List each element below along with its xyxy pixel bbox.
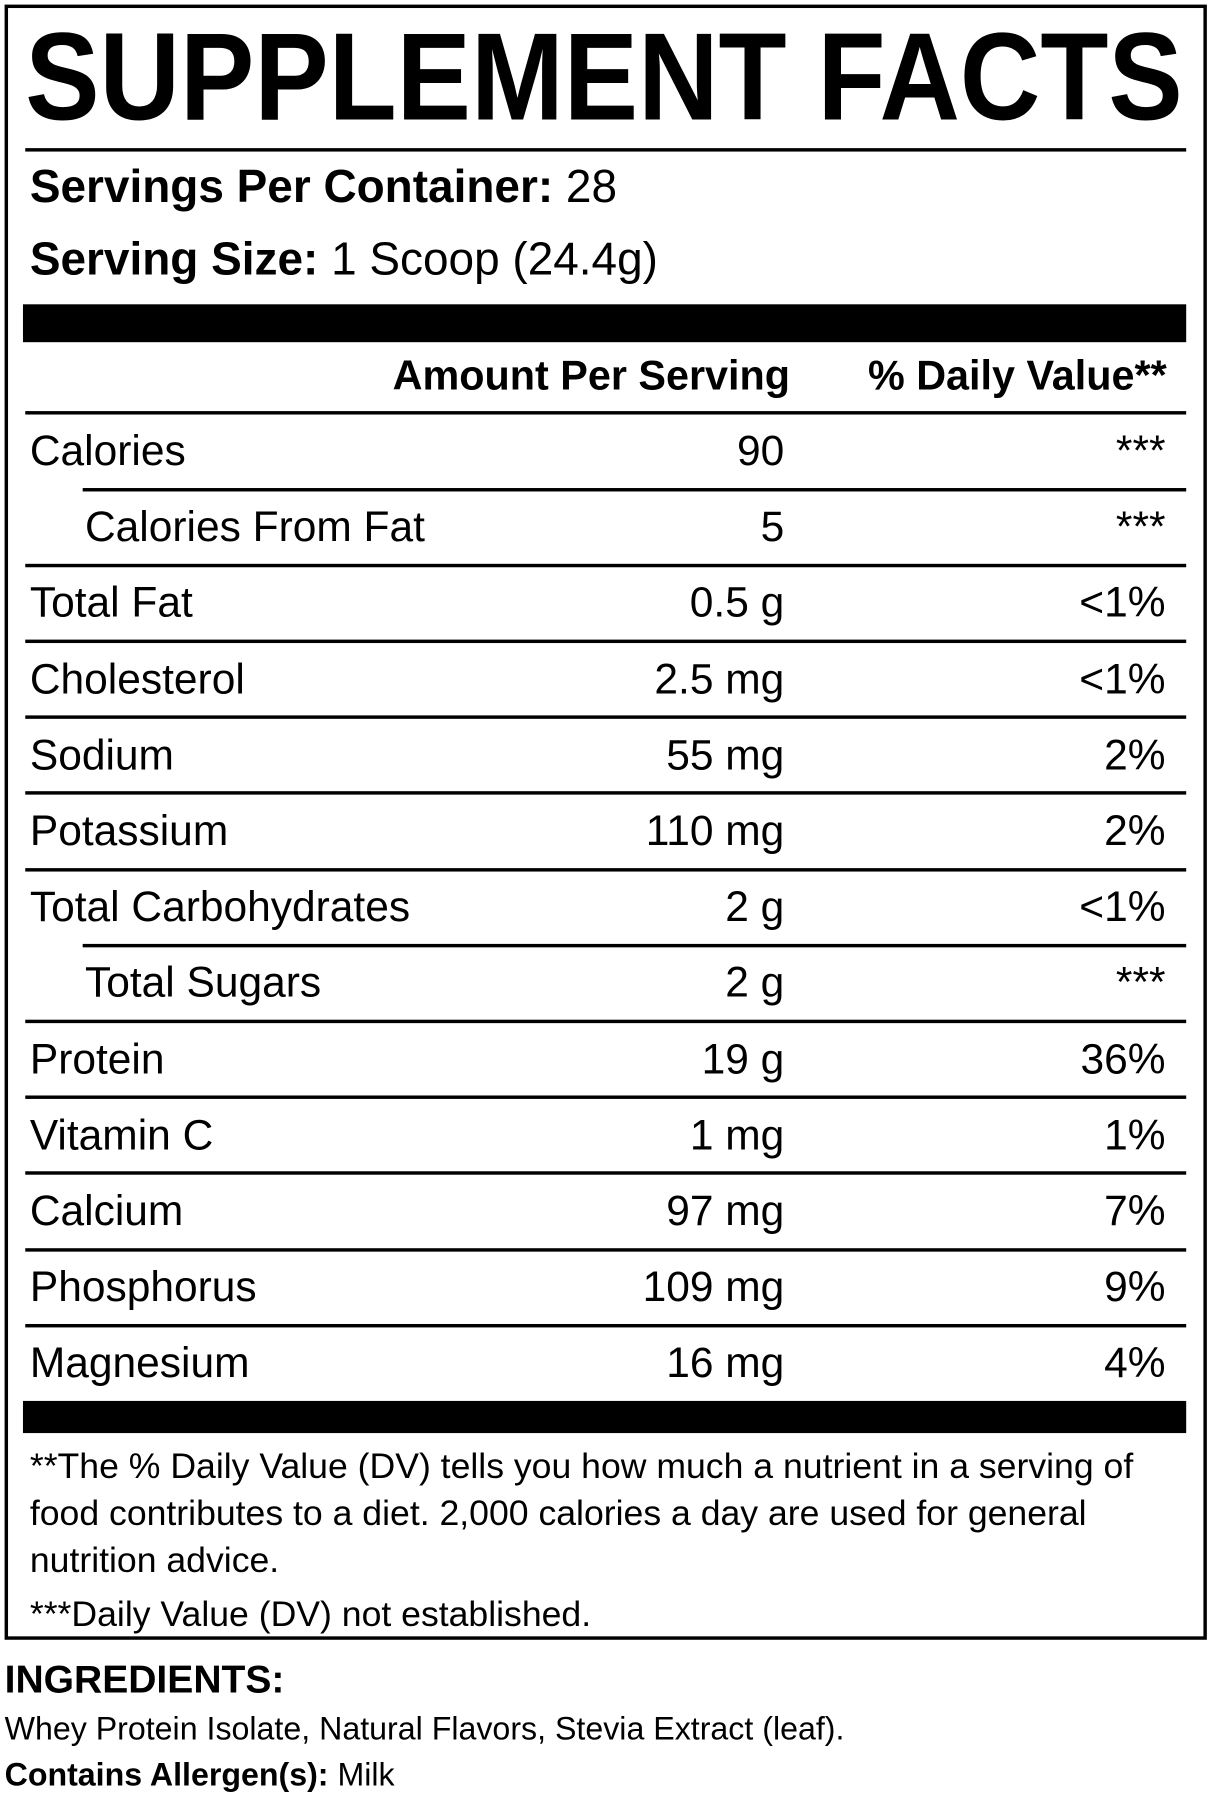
column-header: Amount Per Serving [392, 351, 791, 399]
row-rule [82, 487, 1187, 492]
nutrient-name: Total Sugars [84, 959, 322, 1007]
row-rule [25, 791, 1187, 796]
column-header: % Daily Value** [867, 351, 1167, 399]
nutrient-row: Vitamin C 1 mg 1% [25, 1095, 1187, 1173]
label: Contains Allergen(s): [4, 1756, 329, 1793]
nutrient-name: Phosphorus [29, 1263, 257, 1311]
nutrient-amount: 16 mg [666, 1339, 785, 1387]
daily-value: 36% [1080, 1035, 1166, 1083]
nutrient-amount: 0.5 g [689, 579, 785, 627]
nutrient-table: Calories 90 *** Calories From Fat 5 *** Total … [25, 413, 1187, 1401]
nutrient-row: Total Carbohydrates 2 g <1% [25, 867, 1187, 945]
nutrient-name: Calcium [29, 1187, 184, 1235]
nutrient-name: Vitamin C [29, 1111, 214, 1159]
value: Milk [337, 1756, 395, 1793]
rule [25, 411, 1187, 415]
row-rule [25, 563, 1187, 568]
nutrient-amount: 1 mg [689, 1111, 785, 1159]
allergens: Contains Allergen(s): Milk [5, 1757, 395, 1794]
nutrient-amount: 2.5 mg [654, 655, 785, 703]
nutrient-row: Protein 19 g 36% [25, 1019, 1187, 1097]
nutrient-row: Sodium 55 mg 2% [25, 715, 1187, 793]
nutrient-row: Calcium 97 mg 7% [25, 1171, 1187, 1249]
nutrient-row: Magnesium 16 mg 4% [25, 1323, 1187, 1401]
row-rule [82, 943, 1187, 948]
daily-value: 2% [1104, 807, 1166, 855]
daily-value: *** [1115, 503, 1166, 551]
row-rule [25, 1247, 1187, 1252]
rule [25, 148, 1187, 152]
nutrient-name: Potassium [29, 807, 229, 855]
daily-value: 7% [1104, 1187, 1166, 1235]
footnote: **The % Daily Value (DV) tells you how m… [29, 1445, 1134, 1581]
nutrient-name: Magnesium [29, 1339, 250, 1387]
daily-value: 9% [1104, 1263, 1166, 1311]
nutrient-row: Calories From Fat 5 *** [25, 487, 1187, 565]
nutrient-amount: 109 mg [642, 1263, 785, 1311]
daily-value: <1% [1079, 883, 1166, 931]
nutrient-amount: 19 g [701, 1035, 785, 1083]
nutrient-amount: 2 g [725, 959, 785, 1007]
row-rule [25, 1095, 1187, 1100]
facts-box [4, 4, 1207, 1640]
daily-value: <1% [1079, 579, 1166, 627]
daily-value: 1% [1104, 1111, 1166, 1159]
nutrient-row: Potassium 110 mg 2% [25, 791, 1187, 869]
daily-value: 4% [1104, 1339, 1166, 1387]
title-svg: SUPPLEMENT FACTS [25, 16, 1182, 137]
row-rule [25, 639, 1187, 644]
label: Servings Per Container: [29, 161, 554, 213]
daily-value: *** [1115, 427, 1166, 475]
row-rule [25, 1019, 1187, 1024]
daily-value: <1% [1079, 655, 1166, 703]
nutrient-name: Sodium [29, 731, 174, 779]
nutrient-amount: 55 mg [666, 731, 785, 779]
row-rule [25, 1323, 1187, 1328]
value: 28 [565, 161, 617, 213]
thick-bar [22, 304, 1187, 343]
nutrient-name: Total Carbohydrates [29, 883, 411, 931]
label: Serving Size: [29, 234, 319, 285]
nutrient-name: Calories From Fat [84, 503, 425, 551]
nutrient-row: Cholesterol 2.5 mg <1% [25, 639, 1187, 717]
nutrient-row: Total Fat 0.5 g <1% [25, 563, 1187, 641]
nutrient-amount: 90 [737, 427, 785, 475]
footnote: ***Daily Value (DV) not established. [29, 1593, 592, 1635]
row-rule [25, 867, 1187, 872]
serving-size: Serving Size: 1 Scoop (24.4g) [30, 234, 658, 286]
nutrient-name: Protein [29, 1035, 165, 1083]
nutrient-amount: 110 mg [645, 807, 785, 855]
nutrient-row: Calories 90 *** [25, 413, 1186, 489]
nutrient-row: Total Sugars 2 g *** [25, 943, 1187, 1021]
nutrient-amount: 5 [760, 503, 785, 551]
servings-per-container: Servings Per Container: 28 [30, 162, 617, 214]
nutrient-name: Calories [29, 427, 186, 475]
ingredients-text: Whey Protein Isolate, Natural Flavors, S… [4, 1710, 845, 1747]
nutrient-name: Total Fat [29, 579, 193, 627]
thick-bar [22, 1400, 1187, 1434]
daily-value: *** [1115, 959, 1166, 1007]
row-rule [25, 1171, 1187, 1176]
ingredients-label: INGREDIENTS: [4, 1658, 285, 1702]
nutrient-row: Phosphorus 109 mg 9% [25, 1247, 1187, 1325]
nutrient-name: Cholesterol [29, 655, 245, 703]
nutrient-amount: 97 mg [666, 1187, 785, 1235]
row-rule [25, 715, 1187, 720]
value: 1 Scoop (24.4g) [331, 234, 658, 285]
nutrient-amount: 2 g [725, 883, 785, 931]
daily-value: 2% [1104, 731, 1166, 779]
title: SUPPLEMENT FACTS [25, 16, 1182, 137]
